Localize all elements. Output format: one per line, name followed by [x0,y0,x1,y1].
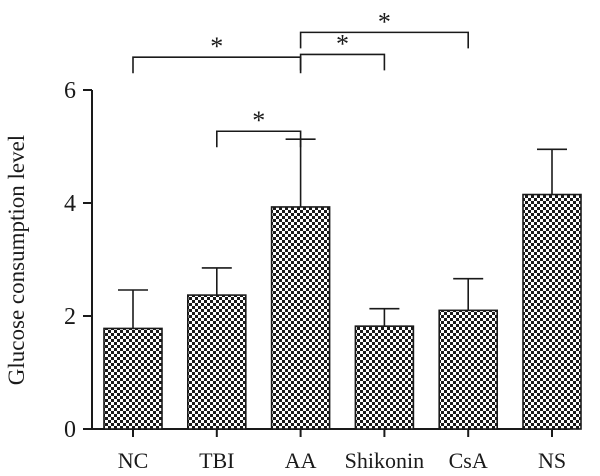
y-tick-label: 6 [64,78,76,104]
significance-bracket [299,53,386,71]
bar-tbi [187,294,247,430]
significance-brackets: * * * * [132,7,469,148]
bars [103,193,582,430]
bar-shikonin [354,325,415,430]
significance-bracket [299,31,469,49]
category-label: CsA [449,448,488,473]
y-tick-label: 2 [64,304,76,330]
significance-bracket [216,130,302,148]
significance-star: * [336,29,349,58]
bar-ns [522,193,582,430]
category-label: Shikonin [345,448,424,473]
category-label: AA [285,448,317,473]
bar-csa [438,309,499,430]
y-axis-title: Glucose consumption level [4,135,29,385]
bar-nc [103,327,163,430]
y-tick-label: 4 [64,191,76,217]
bar-aa [270,206,331,430]
error-bars [118,138,567,329]
category-label: NC [118,448,149,473]
category-label: NS [538,448,566,473]
significance-star: * [378,7,391,36]
significance-star: * [252,106,265,135]
category-labels: NC TBI AA Shikonin CsA NS [118,448,566,473]
y-tick-label: 0 [64,417,76,443]
category-label: TBI [199,448,234,473]
significance-star: * [210,32,223,61]
